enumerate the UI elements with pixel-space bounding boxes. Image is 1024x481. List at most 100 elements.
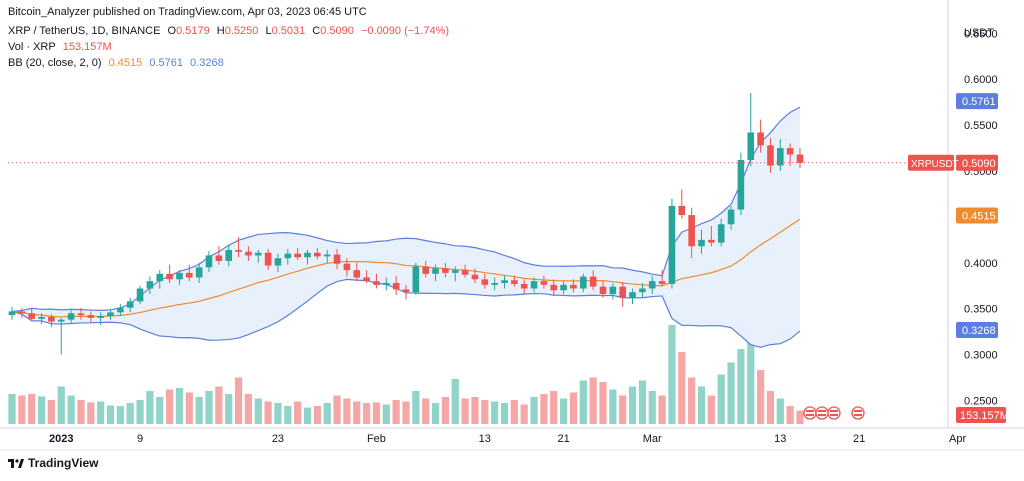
event-flag-stripe [830,410,838,412]
candle-body [481,279,489,285]
candle-body [77,313,85,316]
date-tick-label: 21 [557,433,569,445]
volume-bar [412,391,420,424]
volume-bar [550,391,558,424]
volume-bar [264,401,272,424]
volume-bar [560,398,568,424]
volume-bar [668,325,676,424]
candle-body [491,282,498,285]
event-flag-icon [851,406,865,420]
event-flag-icon [815,406,829,420]
candle-body [442,268,449,273]
event-flag-stripe [806,410,814,412]
date-tick-label: 13 [479,433,491,445]
currency-label: USDT [964,27,994,39]
volume-bar [8,394,16,424]
volume-bar [569,392,578,424]
candle-body [195,267,203,278]
open-value: 0.5179 [176,25,210,37]
volume-bar [274,403,282,424]
candle-body [422,266,429,274]
candle-body [235,249,242,252]
candle-body [688,215,695,247]
candle-body [451,270,459,273]
volume-bar [599,382,607,424]
candle-body [580,276,587,289]
candle-body [284,253,292,259]
volume-bar [717,374,725,424]
price-tick-label: 0.2500 [964,395,998,407]
volume-bar [28,394,36,424]
candle-body [314,252,321,257]
event-flag-stripe [818,410,826,412]
event-flag-stripe [818,414,826,416]
candle-body [166,273,173,280]
candle-body [550,284,558,291]
candle-body [540,281,548,285]
candle-body [323,254,331,257]
candle-body [629,292,636,298]
volume-bar [254,398,262,424]
volume-bar [796,410,804,424]
candle-body [28,313,35,319]
volume-bar [234,377,243,424]
candle-body [501,280,508,283]
date-tick-label: Feb [367,433,386,445]
volume-bar [215,386,223,424]
volume-bar [747,341,755,424]
candle-body [668,205,676,284]
tradingview-brand[interactable]: TradingView [8,456,98,470]
volume-bar [244,394,252,424]
close-value: 0.5090 [320,25,354,37]
candle-body [767,145,774,166]
event-flag-icon [803,406,817,420]
candle-body [737,160,745,210]
date-tick-label: Mar [643,433,662,445]
upper-band-badge: 0.5761 [962,96,996,108]
volume-bar [697,386,706,424]
candle-body [392,282,400,290]
candle-body [176,272,183,280]
bollinger-label[interactable]: BB (20, close, 2, 0) [8,57,102,69]
volume-bar [323,403,331,424]
volume-bar [166,389,174,424]
date-tick-label: 9 [137,433,143,445]
event-flag-stripe [854,414,862,416]
volume-bar [500,403,509,424]
candle-body [294,253,301,258]
candle-body [126,301,134,308]
volume-bar [333,395,341,424]
volume-bar [47,400,55,424]
volume-bar [628,386,637,424]
event-flag-ring [803,406,817,420]
volume-bar [579,380,587,424]
price-tick-label: 0.6000 [964,74,998,86]
candle-body [333,254,341,264]
volume-badge-bg [956,407,1006,423]
volume-bar [540,394,548,424]
bollinger-basis-value: 0.4515 [108,57,143,69]
volume-label[interactable]: Vol · XRP [8,41,56,53]
price-tick-label: 0.6500 [964,28,998,40]
volume-bar [688,377,696,424]
volume-bar [520,404,528,424]
candle-body [57,319,65,322]
volume-bar [372,402,381,424]
date-tick-label: Apr [949,433,966,445]
volume-bar [451,379,459,424]
candle-body [383,282,390,285]
volume-bar [146,391,154,424]
volume-bar [776,398,784,424]
volume-bar [185,392,193,424]
volume-bar [126,403,134,424]
low-label: L [265,25,272,37]
symbol-name[interactable]: XRP / TetherUS, 1D, BINANCE [8,25,161,37]
candle-body [520,283,528,289]
volume-bar [67,395,75,424]
candle-body [343,263,351,271]
volume-bar [97,401,105,424]
upper-band-badge-bg [956,93,998,110]
volume-bar [205,391,213,424]
candle-body [698,239,705,247]
